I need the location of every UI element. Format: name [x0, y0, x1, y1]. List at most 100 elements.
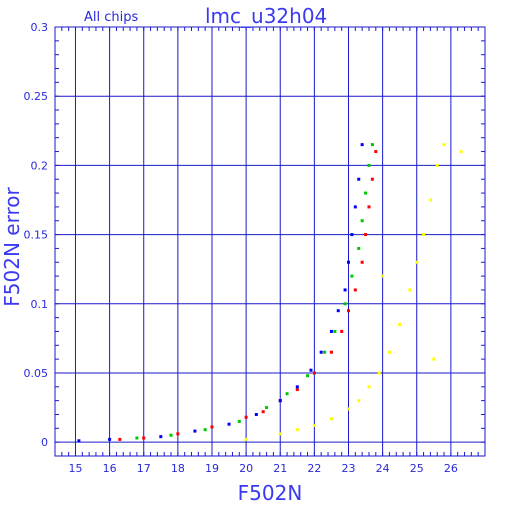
x-tick-label: 19	[205, 462, 219, 475]
data-point	[387, 350, 391, 354]
data-point	[203, 428, 207, 432]
x-tick-label: 21	[273, 462, 287, 475]
data-point	[237, 419, 241, 423]
data-points	[77, 143, 463, 443]
data-point	[108, 437, 112, 441]
data-point	[435, 163, 439, 167]
x-tick-label: 17	[137, 462, 151, 475]
data-point	[135, 436, 139, 440]
data-point	[336, 309, 340, 313]
x-tick-label: 18	[171, 462, 185, 475]
data-point	[353, 205, 357, 209]
data-point	[350, 274, 354, 278]
data-point	[254, 412, 258, 416]
data-point	[381, 274, 385, 278]
data-point	[159, 435, 163, 439]
x-tick-label: 25	[410, 462, 424, 475]
data-point	[323, 350, 327, 354]
data-point	[340, 329, 344, 333]
data-point	[360, 260, 364, 264]
data-point	[265, 406, 269, 410]
data-point	[377, 371, 381, 375]
data-point	[360, 219, 364, 223]
x-tick-label: 24	[376, 462, 390, 475]
x-axis-ticks: 15 16 17 18 19 20 21 22 23 24 25 26	[54, 27, 486, 475]
y-tick-label: 0.25	[24, 90, 49, 103]
data-point	[343, 288, 347, 292]
data-point	[295, 388, 299, 392]
y-axis-ticks: 0 0.05 0.1 0.15 0.2 0.25 0.3	[24, 21, 485, 449]
data-point	[118, 437, 122, 441]
data-point	[142, 436, 146, 440]
plot-frame	[54, 26, 486, 457]
data-point	[176, 432, 180, 436]
data-point	[309, 368, 313, 372]
data-point	[364, 191, 368, 195]
data-point	[350, 233, 354, 237]
x-tick-label: 23	[341, 462, 355, 475]
data-point	[370, 177, 374, 181]
data-point	[210, 425, 214, 429]
data-point	[169, 433, 173, 437]
data-point	[261, 410, 265, 414]
data-point	[367, 385, 371, 389]
data-point	[278, 432, 282, 436]
data-point	[227, 422, 231, 426]
x-tick-label: 16	[103, 462, 117, 475]
data-point	[398, 323, 402, 327]
x-tick-label: 26	[444, 462, 458, 475]
chart-title: lmc_u32h04	[205, 4, 327, 28]
grid	[55, 26, 485, 456]
data-point	[367, 163, 371, 167]
y-tick-label: 0.15	[24, 229, 49, 242]
data-point	[428, 198, 432, 202]
data-point	[422, 233, 426, 237]
data-point	[346, 407, 350, 411]
data-point	[459, 150, 463, 154]
y-tick-label: 0.3	[31, 21, 49, 34]
data-point	[415, 260, 419, 264]
y-tick-label: 0.2	[31, 159, 49, 172]
data-point	[346, 309, 350, 313]
y-tick-label: 0	[41, 436, 48, 449]
data-point	[295, 428, 299, 432]
data-point	[364, 233, 368, 237]
data-point	[357, 246, 361, 250]
y-tick-label: 0.1	[31, 298, 49, 311]
data-point	[353, 288, 357, 292]
data-point	[312, 424, 316, 428]
x-tick-label: 22	[307, 462, 321, 475]
data-point	[432, 357, 436, 361]
data-point	[329, 329, 333, 333]
y-axis-title: F502N error	[0, 187, 24, 307]
data-point	[333, 329, 337, 333]
data-point	[357, 177, 361, 181]
data-point	[285, 392, 289, 396]
data-point	[360, 143, 364, 147]
data-point	[312, 371, 316, 375]
data-point	[367, 205, 371, 209]
data-point	[329, 417, 333, 421]
data-point	[408, 288, 412, 292]
data-point	[278, 399, 282, 403]
data-point	[374, 150, 378, 154]
data-point	[244, 415, 248, 419]
y-tick-label: 0.05	[24, 367, 49, 380]
data-point	[193, 429, 197, 433]
data-point	[346, 260, 350, 264]
data-point	[442, 143, 446, 147]
data-point	[357, 399, 361, 403]
x-axis-title: F502N	[238, 481, 303, 505]
data-point	[306, 374, 310, 378]
x-tick-label: 20	[239, 462, 253, 475]
data-point	[77, 439, 81, 443]
data-point	[319, 350, 323, 354]
data-point	[370, 143, 374, 147]
x-tick-label: 15	[68, 462, 82, 475]
data-point	[343, 302, 347, 306]
data-point	[244, 437, 248, 441]
chart-subtitle: All chips	[84, 10, 138, 25]
data-point	[295, 385, 299, 389]
